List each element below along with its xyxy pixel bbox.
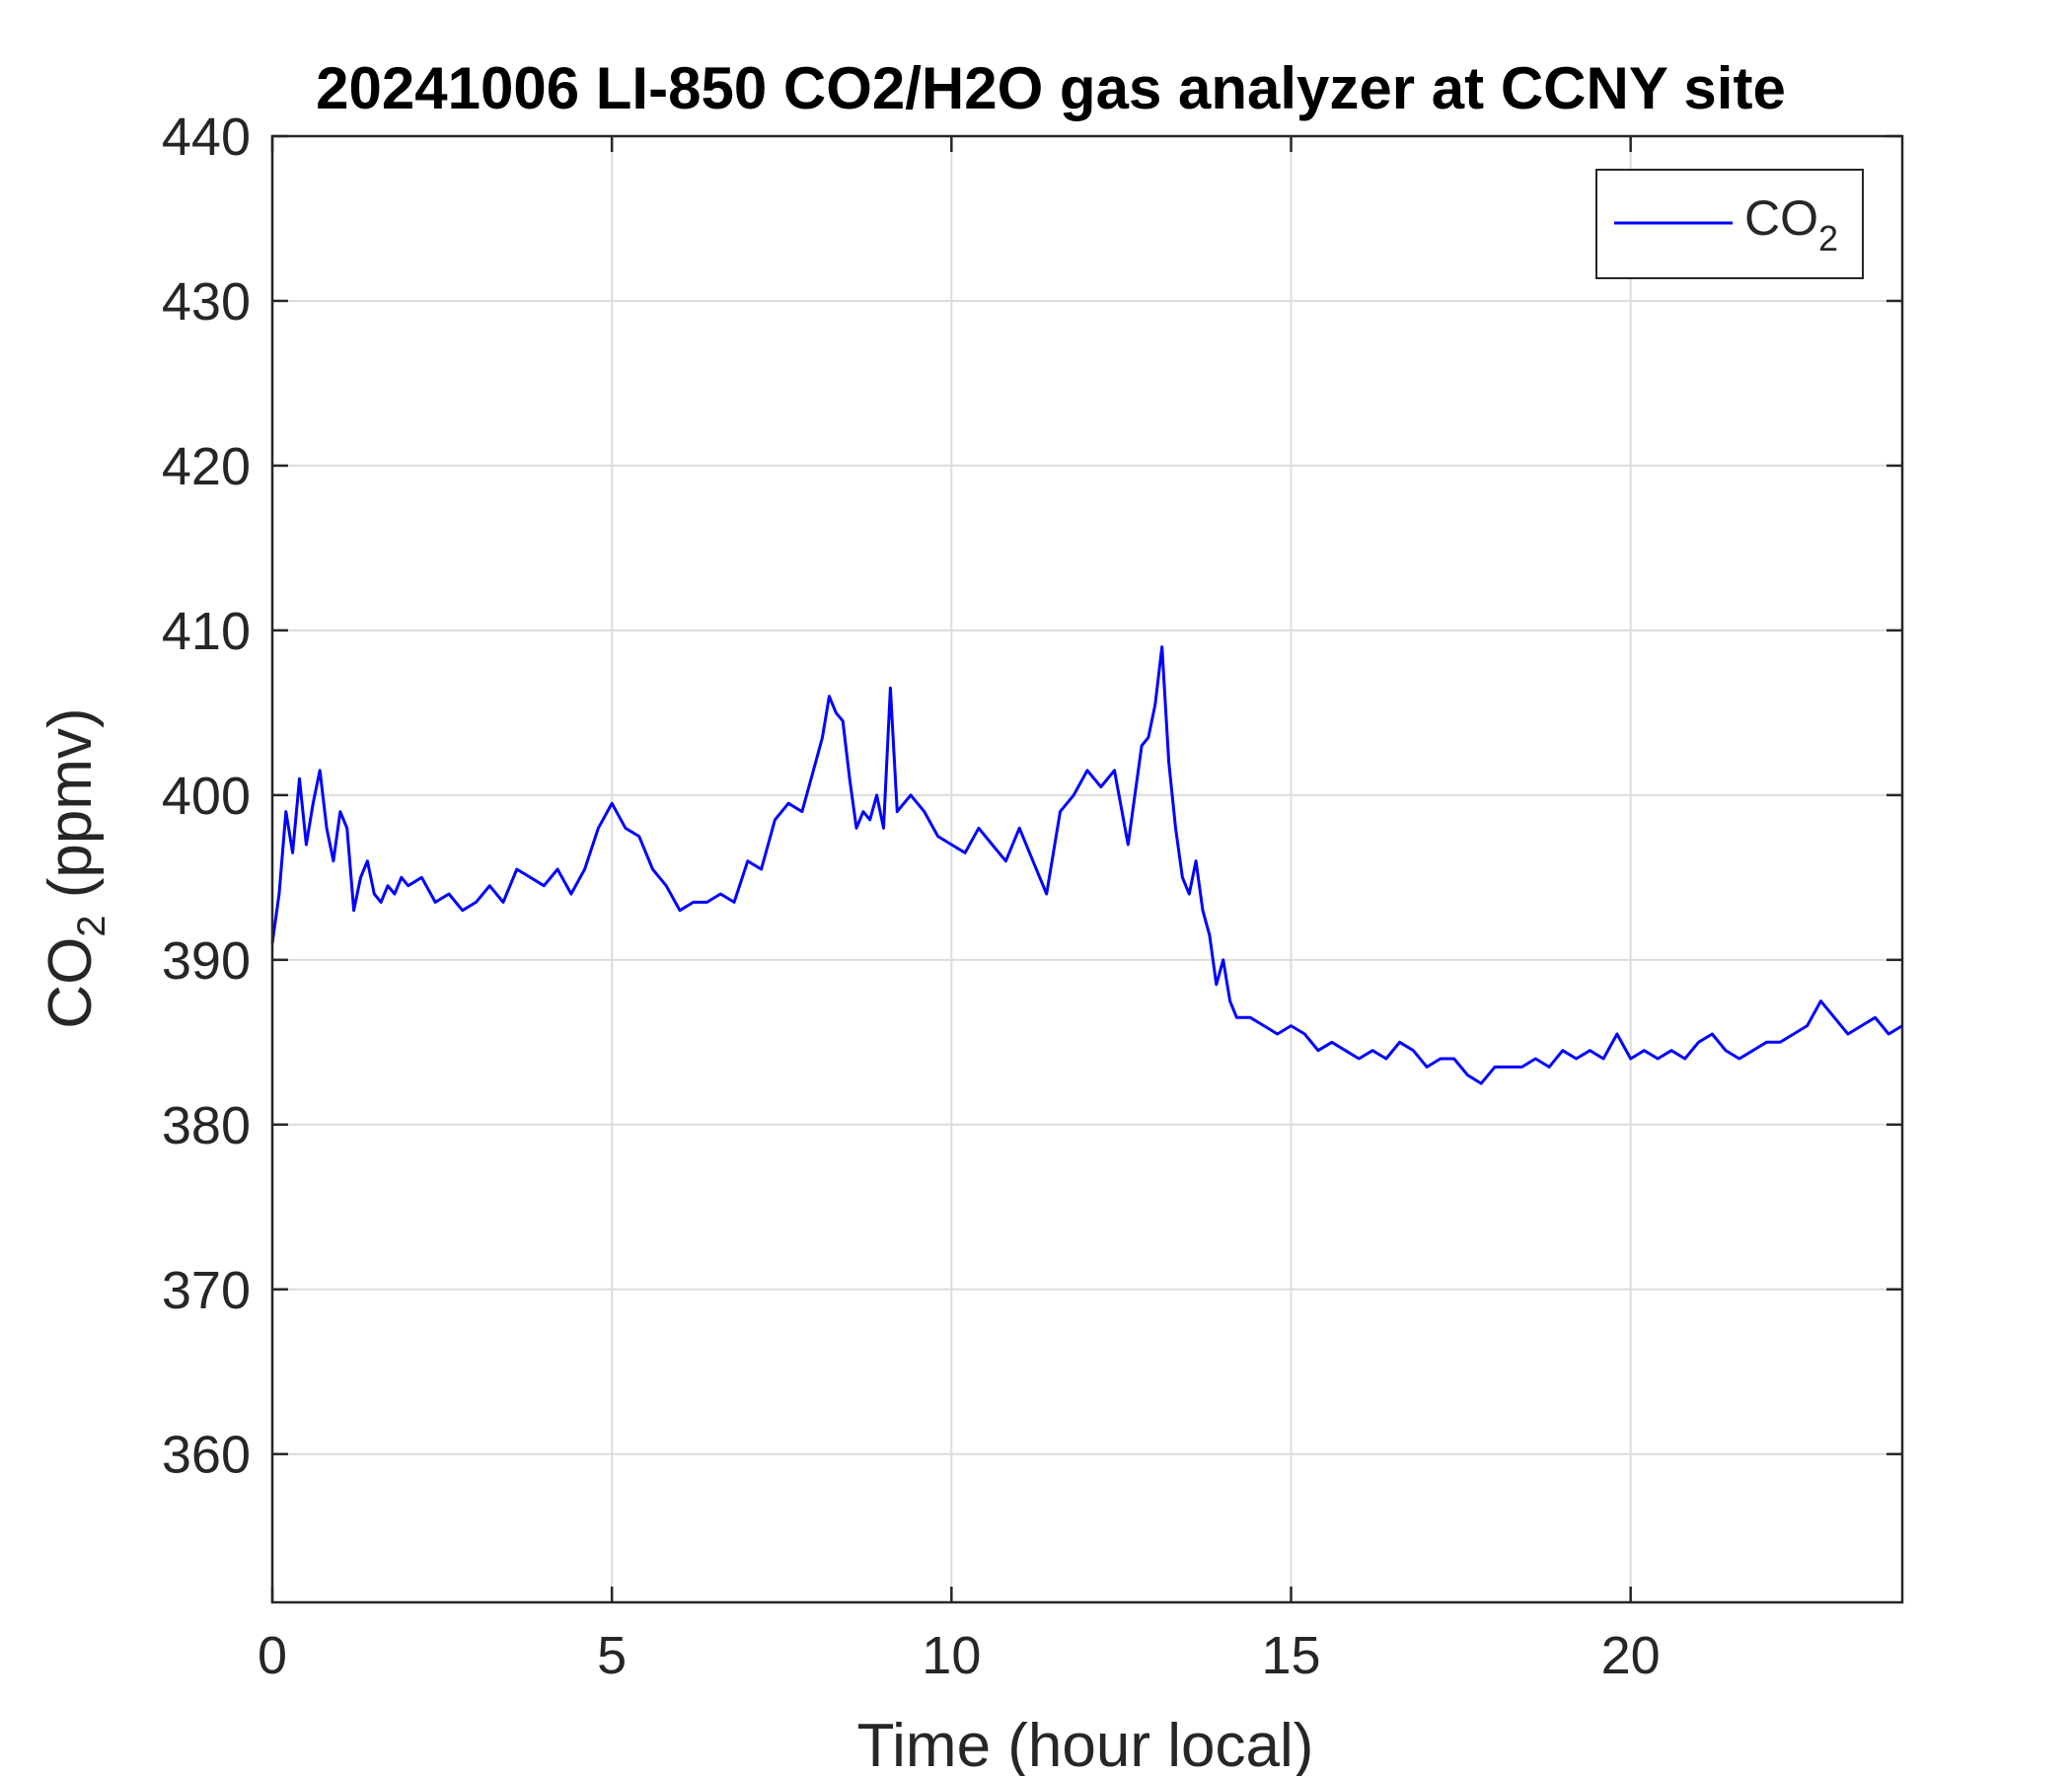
x-tick-label-10: 10: [922, 1626, 981, 1685]
y-tick-label-430: 430: [162, 272, 251, 332]
y-tick-label-360: 360: [162, 1426, 251, 1485]
y-tick-label-370: 370: [162, 1261, 251, 1320]
x-tick-label-20: 20: [1601, 1626, 1661, 1685]
y-tick-label-380: 380: [162, 1096, 251, 1155]
y-tick-label-420: 420: [162, 437, 251, 496]
x-tick-label-5: 5: [597, 1626, 627, 1685]
y-axis-label-suffix: (ppmv): [37, 707, 105, 915]
y-tick-label-440: 440: [162, 108, 251, 167]
x-tick-labels: 0 5 10 15 20: [258, 1626, 1661, 1685]
y-tick-label-400: 400: [162, 767, 251, 826]
x-tick-label-15: 15: [1261, 1626, 1320, 1685]
y-tick-label-390: 390: [162, 931, 251, 991]
legend: CO2: [1595, 169, 1864, 279]
x-tick-label-0: 0: [258, 1626, 287, 1685]
y-axis-label: CO2 (ppmv): [37, 707, 113, 1028]
y-axis-label-main: CO: [37, 937, 105, 1029]
chart-title: 20241006 LI-850 CO2/H2O gas analyzer at …: [316, 55, 1786, 121]
legend-label-co2: CO2: [1744, 190, 1838, 259]
legend-label-subscript: 2: [1818, 218, 1838, 259]
y-tick-label-410: 410: [162, 602, 251, 661]
grid-lines: [271, 135, 1902, 1602]
y-tick-labels: 360 370 380 390 400 410 420 430 440: [162, 108, 251, 1485]
series-layer: [270, 645, 1903, 1085]
tick-marks: [270, 134, 1902, 1602]
x-axis-label: Time (hour local): [857, 1712, 1314, 1776]
series-line-0: [270, 645, 1903, 1085]
y-axis-label-subscript: 2: [70, 915, 113, 936]
legend-label-main: CO: [1744, 190, 1818, 246]
axes-frame: [270, 134, 1904, 1604]
